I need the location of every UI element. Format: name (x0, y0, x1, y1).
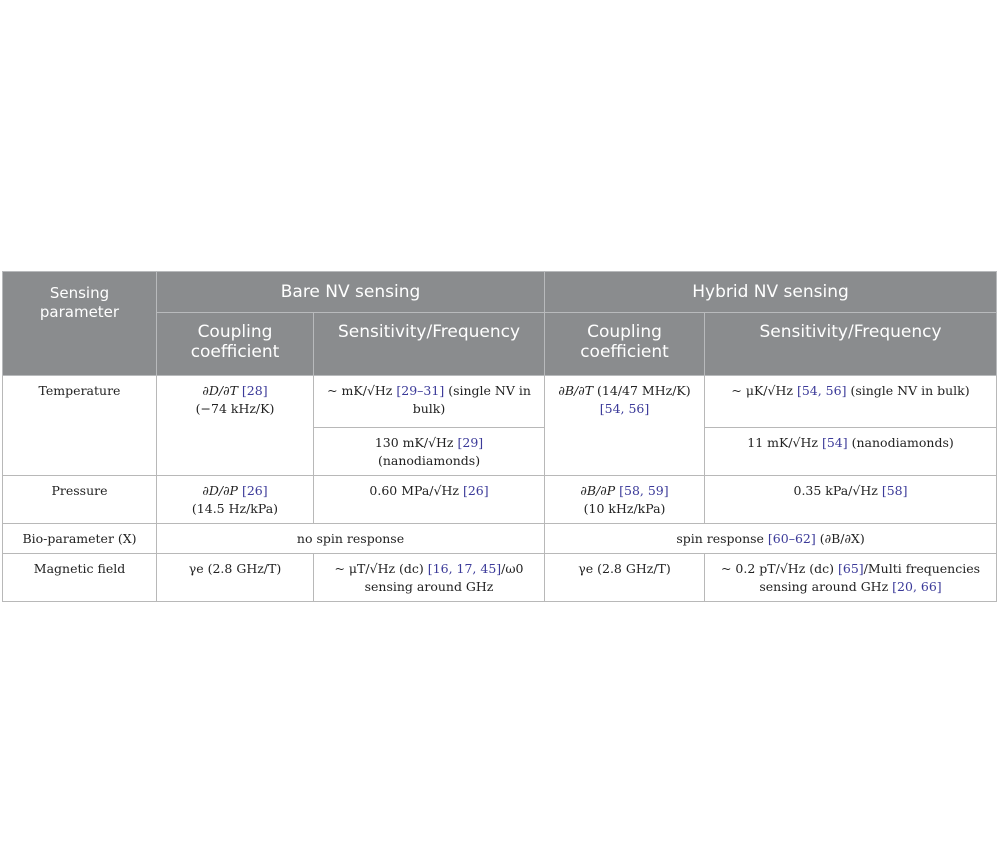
reference-link[interactable]: [58] (881, 483, 908, 498)
header-bare-nv: Bare NV sensing (155, 271, 546, 313)
hybrid-sensitivity-temperature-nano: 11 mK/√Hz [54] (nanodiamonds) (704, 427, 998, 476)
reference-link[interactable]: [58, 59] (619, 483, 669, 498)
reference-link[interactable]: [20, 66] (892, 579, 942, 594)
table-row: Magnetic field γe (2.8 GHz/T) ~ μT/√Hz (… (2, 553, 998, 602)
value-text: 130 mK/√Hz (374, 435, 454, 450)
value-text: (14.5 Hz/kPa) (191, 501, 279, 516)
value-text: 11 mK/√Hz (747, 435, 818, 450)
reference-link[interactable]: [54, 56] (796, 383, 847, 398)
reference-link[interactable]: [65] (838, 561, 864, 576)
bare-coupling-temperature: ∂D/∂T [28] (−74 kHz/K) (156, 375, 314, 476)
value-text: (10 kHz/kPa) (583, 501, 666, 516)
value-text: ~ 0.2 pT/√Hz (dc) (720, 561, 835, 576)
note-text: (single NV in bulk) (412, 383, 531, 416)
expr-text: ∂B/∂T (558, 383, 594, 398)
note-text: (nanodiamonds) (851, 435, 954, 450)
bare-sensitivity-pressure: 0.60 MPa/√Hz [26] (312, 475, 546, 524)
header-coupling-hybrid: Coupling coefficient (544, 312, 706, 376)
expr-text: ∂B/∂P (580, 483, 616, 498)
param-temperature: Temperature (2, 375, 157, 476)
param-bio: Bio-parameter (X) (2, 523, 157, 554)
bare-sensitivity-temperature-bulk: ~ mK/√Hz [29–31] (single NV in bulk) (312, 375, 546, 428)
value-text: ~ mK/√Hz (327, 383, 393, 398)
bare-coupling-pressure: ∂D/∂P [26] (14.5 Hz/kPa) (156, 475, 314, 524)
reference-link[interactable]: [26] (241, 483, 268, 498)
hybrid-sensitivity-magnetic: ~ 0.2 pT/√Hz (dc) [65]/Multi frequencies… (704, 553, 998, 602)
value-text: ~ μT/√Hz (dc) (334, 561, 424, 576)
value-text: (−74 kHz/K) (195, 401, 275, 416)
header-sensitivity-hybrid: Sensitivity/Frequency (704, 312, 998, 376)
comparison-table: Sensing parameter Bare NV sensing Hybrid… (2, 271, 998, 602)
reference-link[interactable]: [28] (241, 383, 268, 398)
reference-link[interactable]: [16, 17, 45] (427, 561, 502, 576)
note-text: (single NV in bulk) (850, 383, 970, 398)
value-text: (14/47 MHz/K) (597, 383, 691, 398)
reference-link[interactable]: [29] (457, 435, 484, 450)
table-row: Pressure ∂D/∂P [26] (14.5 Hz/kPa) 0.60 M… (2, 475, 998, 524)
reference-link[interactable]: [54, 56] (599, 401, 650, 416)
table-row: Temperature ∂D/∂T [28] (−74 kHz/K) ~ mK/… (2, 375, 998, 476)
reference-link[interactable]: [29–31] (396, 383, 445, 398)
hybrid-sensitivity-temperature-bulk: ~ μK/√Hz [54, 56] (single NV in bulk) (704, 375, 998, 428)
header-coupling-bare: Coupling coefficient (156, 312, 314, 376)
note-text: (∂B/∂X) (819, 531, 865, 546)
bare-sensitivity-magnetic: ~ μT/√Hz (dc) [16, 17, 45]/ω0 sensing ar… (312, 553, 546, 602)
value-text: 0.35 kPa/√Hz (793, 483, 878, 498)
expr-text: ∂D/∂T (202, 383, 238, 398)
param-pressure: Pressure (2, 475, 157, 524)
hybrid-coupling-temperature: ∂B/∂T (14/47 MHz/K) [54, 56] (544, 375, 706, 476)
table-row: Bio-parameter (X) no spin response spin … (2, 523, 998, 554)
expr-text: ∂D/∂P (202, 483, 238, 498)
bare-sensitivity-temperature-nano: 130 mK/√Hz [29] (nanodiamonds) (312, 427, 546, 476)
value-text: spin response (676, 531, 764, 546)
sensing-table: Sensing parameter Bare NV sensing Hybrid… (2, 271, 998, 602)
hybrid-coupling-magnetic: γe (2.8 GHz/T) (544, 553, 706, 602)
hybrid-sensitivity-pressure: 0.35 kPa/√Hz [58] (704, 475, 998, 524)
bare-coupling-magnetic: γe (2.8 GHz/T) (156, 553, 314, 602)
hybrid-coupling-pressure: ∂B/∂P [58, 59] (10 kHz/kPa) (544, 475, 706, 524)
reference-link[interactable]: [60–62] (767, 531, 816, 546)
note-text: (nanodiamonds) (377, 453, 481, 468)
value-text: ~ μK/√Hz (731, 383, 793, 398)
bare-bio: no spin response (155, 523, 546, 554)
reference-link[interactable]: [26] (462, 483, 489, 498)
header-hybrid-nv: Hybrid NV sensing (544, 271, 998, 313)
hybrid-bio: spin response [60–62] (∂B/∂X) (544, 523, 998, 554)
header-sensitivity-bare: Sensitivity/Frequency (312, 312, 546, 376)
reference-link[interactable]: [54] (821, 435, 848, 450)
value-text: 0.60 MPa/√Hz (369, 483, 459, 498)
note-text: /Multi frequencies sensing around GHz (759, 561, 981, 594)
note-text: /ω0 sensing around GHz (364, 561, 524, 594)
param-magnetic: Magnetic field (2, 553, 157, 602)
header-sensing-parameter: Sensing parameter (2, 271, 157, 376)
